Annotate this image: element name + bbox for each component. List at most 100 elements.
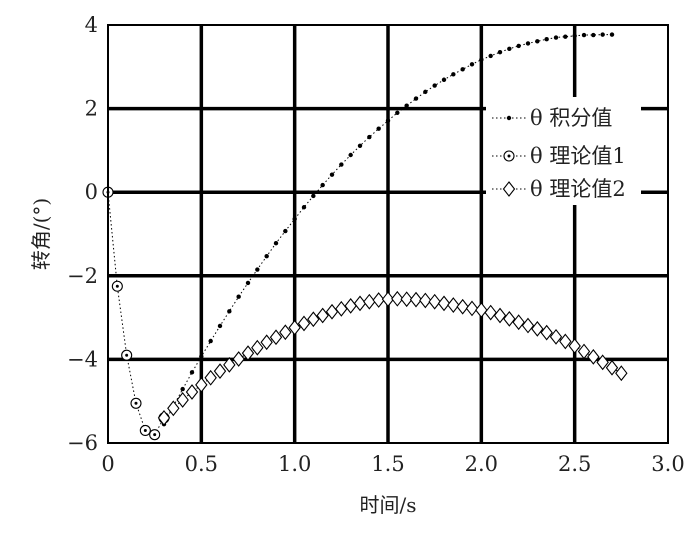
plot-series xyxy=(102,32,628,441)
integral-point xyxy=(535,39,540,44)
x-tick-label: 3.0 xyxy=(651,452,684,476)
theory-2-point xyxy=(157,410,171,426)
theory-2-point xyxy=(400,291,413,308)
theory-2-point xyxy=(195,377,208,393)
theory-2-point xyxy=(316,307,329,324)
theory-2-point xyxy=(232,351,245,367)
theory-2-point xyxy=(409,291,423,308)
theory-2-point xyxy=(353,295,367,312)
integral-point xyxy=(385,118,391,123)
theory-2-point xyxy=(213,363,227,379)
integral-point xyxy=(320,182,325,188)
integral-point xyxy=(581,32,587,38)
theory-2-point xyxy=(279,324,292,341)
theory-2-point xyxy=(251,339,264,356)
integral-point xyxy=(507,46,512,52)
integral-point xyxy=(432,83,437,88)
integral-point xyxy=(180,386,185,392)
theory-2-point xyxy=(381,291,395,308)
integral-point xyxy=(301,205,307,210)
series-theory-1 xyxy=(102,186,170,441)
theory-2-point xyxy=(540,324,553,341)
theory-2-point xyxy=(596,354,609,371)
theory-2-point xyxy=(484,304,497,321)
legend-sample-dot-icon xyxy=(492,115,526,121)
integral-point xyxy=(563,34,568,39)
integral-point xyxy=(264,253,269,259)
integral-point xyxy=(451,72,456,77)
integral-point xyxy=(497,49,503,55)
theory-2-point xyxy=(185,384,199,400)
theory-2-point xyxy=(549,328,563,345)
theory-2-point xyxy=(297,315,311,332)
theory-2-point xyxy=(372,292,385,308)
integral-point xyxy=(236,294,241,299)
integral-point xyxy=(227,309,232,314)
theory-2-point xyxy=(521,317,535,334)
x-tick-label: 1.5 xyxy=(371,452,404,476)
legend: θ 积分值 θ 理论值1 θ 理论值2 xyxy=(486,97,641,205)
legend-sample-circle-icon xyxy=(492,150,526,162)
series-theory-2 xyxy=(157,290,628,426)
integral-point xyxy=(273,240,279,246)
integral-point xyxy=(404,103,409,108)
theory-1-point xyxy=(111,280,123,292)
integral-point xyxy=(516,43,521,49)
theory-2-point xyxy=(260,334,273,351)
theory-2-point xyxy=(335,300,348,317)
integral-point xyxy=(283,228,288,234)
integral-point xyxy=(199,354,204,359)
integral-point xyxy=(591,32,596,38)
axis-ticks: 0 0.5 1.0 1.5 2.0 2.5 3.0 4 2 0 −2 −4 −6 xyxy=(67,13,685,476)
y-tick-label: −2 xyxy=(67,264,98,288)
theory-2-point xyxy=(568,338,581,354)
integral-point xyxy=(469,62,475,67)
theory-2-point xyxy=(307,311,320,328)
integral-point xyxy=(479,57,484,62)
theory-2-point xyxy=(456,298,469,315)
integral-point xyxy=(441,77,447,82)
theory-1-point xyxy=(121,349,133,361)
integral-point xyxy=(572,33,577,39)
x-tick-label: 1.0 xyxy=(278,452,311,476)
theory-2-point xyxy=(223,356,236,373)
grid-lines xyxy=(108,25,668,443)
theory-2-point xyxy=(288,319,301,336)
integral-point xyxy=(311,193,316,199)
theory-2-point xyxy=(465,300,479,317)
x-tick-label: 0.5 xyxy=(185,452,218,476)
legend-item-theory-1: θ 理论值1 xyxy=(492,144,626,168)
integral-point xyxy=(376,126,381,131)
x-axis-label: 时间/s xyxy=(359,493,416,517)
legend-item-theory-2: θ 理论值2 xyxy=(492,177,626,201)
integral-point xyxy=(525,41,531,46)
theory-2-point xyxy=(428,293,441,310)
y-tick-label: 2 xyxy=(85,97,98,121)
theory-2-point xyxy=(587,349,600,365)
legend-sample-diamond-icon xyxy=(492,181,526,197)
theory-2-point xyxy=(437,295,451,312)
x-tick-label: 0 xyxy=(101,452,114,476)
integral-point xyxy=(357,143,363,149)
legend-marker xyxy=(503,150,515,162)
theory-1-point xyxy=(149,429,161,441)
integral-point xyxy=(189,370,195,375)
theory-2-point xyxy=(531,320,544,337)
integral-point xyxy=(460,67,465,72)
theory-2-point xyxy=(167,400,180,417)
theory-1-point xyxy=(130,397,142,409)
y-tick-label: −4 xyxy=(67,347,98,371)
theory-2-point xyxy=(176,392,189,408)
theory-2-point xyxy=(344,298,357,314)
theory-2-point xyxy=(419,292,432,309)
theory-2-point xyxy=(615,365,628,382)
integral-point xyxy=(217,323,223,329)
integral-point xyxy=(348,152,353,158)
x-tick-label: 2.0 xyxy=(465,452,498,476)
theory-2-point xyxy=(204,369,217,386)
integral-point xyxy=(367,134,372,140)
integral-point xyxy=(329,172,335,177)
theory-2-point xyxy=(605,359,619,376)
theory-2-point xyxy=(325,303,339,320)
